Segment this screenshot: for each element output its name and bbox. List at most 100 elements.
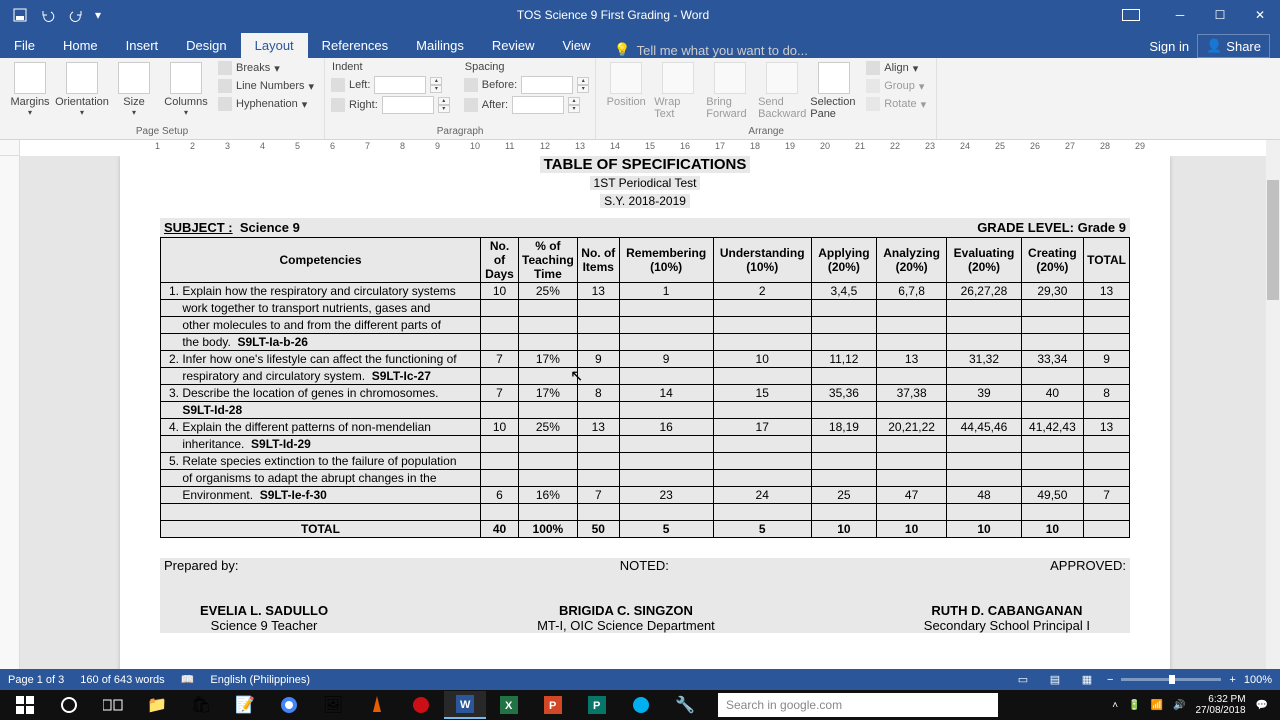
sig-title-2: MT-I, OIC Science Department <box>537 618 715 633</box>
tray-wifi-icon[interactable]: 📶 <box>1151 700 1163 711</box>
file-explorer-icon[interactable]: 📁 <box>136 691 178 719</box>
signin-link[interactable]: Sign in <box>1149 39 1189 54</box>
indent-left-input[interactable] <box>374 76 426 94</box>
indent-right-spinner[interactable]: ▴▾ <box>438 97 450 113</box>
tab-design[interactable]: Design <box>172 33 240 58</box>
publisher-icon[interactable]: P <box>576 691 618 719</box>
breaks-icon <box>218 61 232 75</box>
margins-button[interactable]: Margins▾ <box>6 60 54 117</box>
chrome-icon[interactable] <box>268 691 310 719</box>
share-button[interactable]: 👤Share <box>1197 34 1270 58</box>
opera-icon[interactable] <box>400 691 442 719</box>
minimize-button[interactable]: ─ <box>1160 0 1200 30</box>
vlc-icon[interactable] <box>356 691 398 719</box>
tray-volume-icon[interactable]: 🔊 <box>1173 700 1185 711</box>
app-icon-3[interactable]: 🔧 <box>664 691 706 719</box>
position-icon <box>610 62 642 94</box>
line-numbers-button[interactable]: Line Numbers ▾ <box>214 78 318 94</box>
word-count[interactable]: 160 of 643 words <box>80 674 164 686</box>
word-icon[interactable]: W <box>444 691 486 719</box>
redo-icon[interactable] <box>64 3 88 27</box>
spacing-before-icon <box>464 78 478 92</box>
selection-pane-button[interactable]: Selection Pane <box>810 60 858 120</box>
spacing-before-input[interactable] <box>521 76 573 94</box>
save-icon[interactable] <box>8 3 32 27</box>
tab-review[interactable]: Review <box>478 33 549 58</box>
zoom-out-button[interactable]: − <box>1107 674 1113 686</box>
ribbon-display-icon[interactable] <box>1122 9 1140 21</box>
tab-references[interactable]: References <box>308 33 402 58</box>
doc-sub2: S.Y. 2018-2019 <box>600 194 690 208</box>
spacing-after-spinner[interactable]: ▴▾ <box>568 97 580 113</box>
align-button[interactable]: Align ▾ <box>862 60 930 76</box>
tab-home[interactable]: Home <box>49 33 112 58</box>
size-icon <box>118 62 150 94</box>
table-row: S9LT-Id-28 <box>161 402 1130 419</box>
tray-battery-icon[interactable]: 🔋 <box>1128 700 1140 711</box>
tray-clock[interactable]: 6:32 PM27/08/2018 <box>1195 694 1245 716</box>
read-mode-icon[interactable]: ▭ <box>1011 672 1035 688</box>
th-creating: Creating (20%) <box>1021 238 1083 283</box>
undo-icon[interactable] <box>36 3 60 27</box>
vertical-ruler[interactable] <box>0 156 20 671</box>
notifications-icon[interactable]: 💬 <box>1256 700 1268 711</box>
web-layout-icon[interactable]: ▦ <box>1075 672 1099 688</box>
indent-label: Indent <box>331 60 450 74</box>
table-row: 5. Relate species extinction to the fail… <box>161 453 1130 470</box>
tell-me-search[interactable]: 💡Tell me what you want to do... <box>604 42 1149 58</box>
spacing-after-icon <box>464 98 478 112</box>
zoom-level[interactable]: 100% <box>1244 674 1272 686</box>
size-button[interactable]: Size▾ <box>110 60 158 117</box>
app-icon-1[interactable]: 📝 <box>224 691 266 719</box>
task-view-icon[interactable] <box>92 691 134 719</box>
skype-icon[interactable] <box>620 691 662 719</box>
qat-dropdown-icon[interactable]: ▾ <box>92 3 104 27</box>
tab-file[interactable]: File <box>0 33 49 58</box>
svg-text:W: W <box>460 699 471 711</box>
paragraph-label: Paragraph <box>331 124 589 139</box>
prepared-by-label: Prepared by: <box>164 558 238 573</box>
excel-icon[interactable]: X <box>488 691 530 719</box>
indent-right-input[interactable] <box>382 96 434 114</box>
tab-view[interactable]: View <box>548 33 604 58</box>
app-icon-2[interactable]: 🖼 <box>312 691 354 719</box>
th-evaluating: Evaluating (20%) <box>947 238 1021 283</box>
start-button[interactable] <box>4 691 46 719</box>
maximize-button[interactable]: ☐ <box>1200 0 1240 30</box>
tab-layout[interactable]: Layout <box>241 33 308 58</box>
powerpoint-icon[interactable]: P <box>532 691 574 719</box>
proofing-icon[interactable]: 📖 <box>181 673 195 686</box>
hyphenation-button[interactable]: Hyphenation ▾ <box>214 96 318 112</box>
tab-insert[interactable]: Insert <box>112 33 173 58</box>
language-indicator[interactable]: English (Philippines) <box>210 674 310 686</box>
store-icon[interactable]: 🛍 <box>180 691 222 719</box>
breaks-button[interactable]: Breaks ▾ <box>214 60 318 76</box>
close-button[interactable]: ✕ <box>1240 0 1280 30</box>
columns-button[interactable]: Columns▾ <box>162 60 210 117</box>
horizontal-ruler[interactable]: 1234567891011121314151617181920212223242… <box>0 140 1280 156</box>
tab-mailings[interactable]: Mailings <box>402 33 478 58</box>
table-row <box>161 504 1130 521</box>
mouse-cursor: ↖ <box>570 366 583 386</box>
spacing-after-input[interactable] <box>512 96 564 114</box>
zoom-slider[interactable] <box>1121 678 1221 681</box>
cortana-icon[interactable] <box>48 691 90 719</box>
table-row: 1. Explain how the respiratory and circu… <box>161 283 1130 300</box>
taskbar-search[interactable]: Search in google.com <box>718 693 998 717</box>
group-button: Group ▾ <box>862 78 930 94</box>
spacing-before-spinner[interactable]: ▴▾ <box>577 77 589 93</box>
wrap-text-button: Wrap Text <box>654 60 702 120</box>
page-indicator[interactable]: Page 1 of 3 <box>8 674 64 686</box>
vertical-scrollbar[interactable] <box>1266 140 1280 669</box>
orientation-button[interactable]: Orientation▾ <box>58 60 106 117</box>
th-total: TOTAL <box>1084 238 1130 283</box>
subject-value: Science 9 <box>240 220 300 235</box>
print-layout-icon[interactable]: ▤ <box>1043 672 1067 688</box>
indent-left-spinner[interactable]: ▴▾ <box>430 77 442 93</box>
tray-chevron-icon[interactable]: ˄ <box>1112 700 1118 711</box>
zoom-in-button[interactable]: + <box>1229 674 1235 686</box>
sig-title-1: Science 9 Teacher <box>200 618 328 633</box>
rotate-icon <box>866 97 880 111</box>
document-page[interactable]: TABLE OF SPECIFICATIONS 1ST Periodical T… <box>120 156 1170 671</box>
position-button: Position <box>602 60 650 108</box>
